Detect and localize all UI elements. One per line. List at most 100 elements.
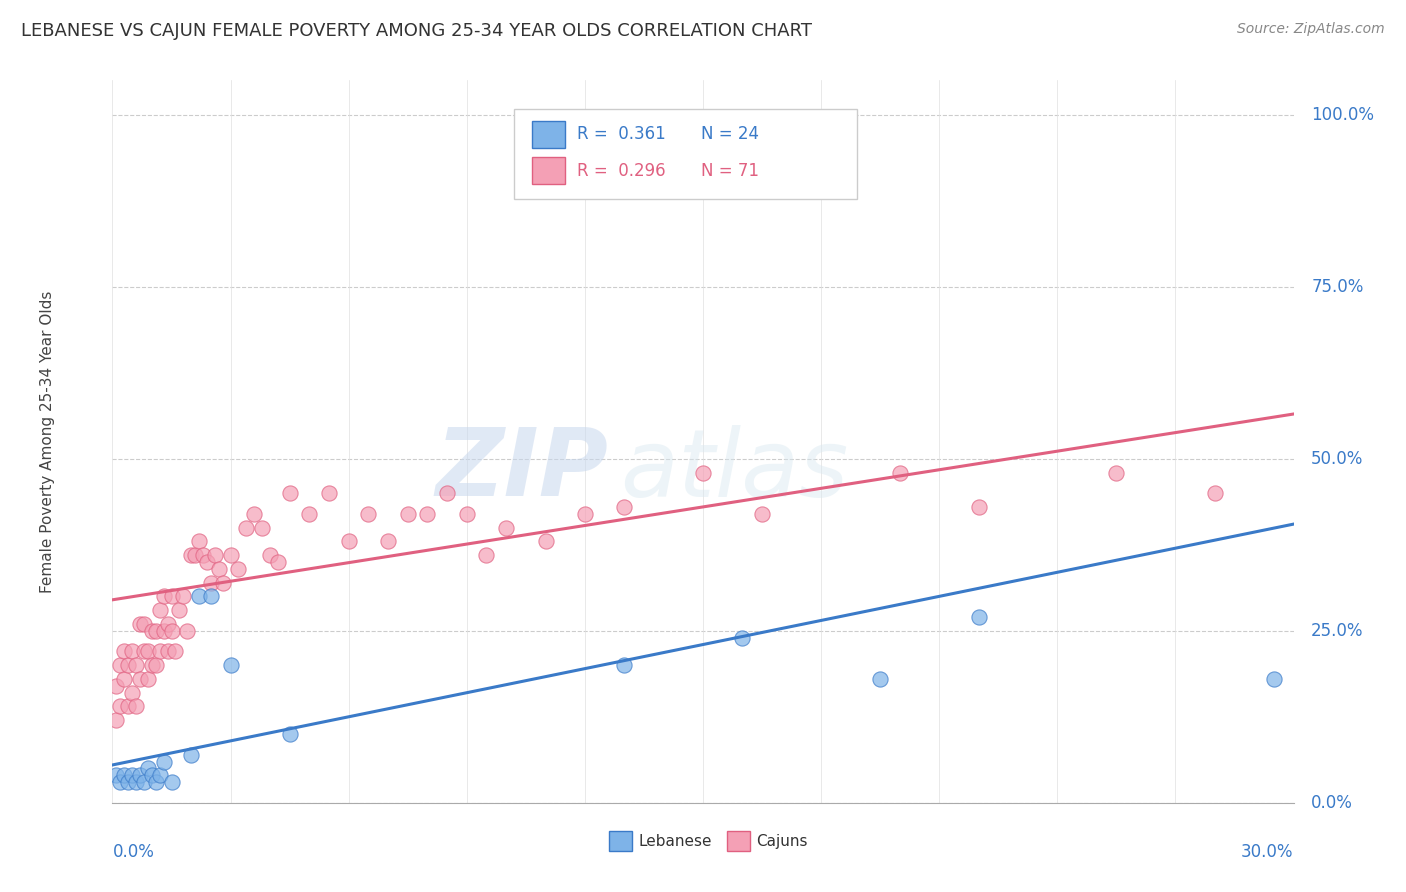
Point [117, 699, 139, 714]
Point [141, 768, 163, 782]
Point [613, 500, 636, 514]
Text: 25.0%: 25.0% [1312, 622, 1364, 640]
Point [149, 644, 172, 658]
Text: N = 71: N = 71 [700, 161, 759, 179]
Point [160, 590, 183, 604]
Point [136, 761, 159, 775]
Point [176, 624, 198, 638]
Point [396, 507, 419, 521]
FancyBboxPatch shape [609, 831, 633, 851]
Point [416, 507, 439, 521]
Point [200, 590, 222, 604]
Text: Cajuns: Cajuns [756, 834, 807, 848]
Text: 50.0%: 50.0% [1312, 450, 1364, 467]
Point [112, 768, 135, 782]
Point [125, 699, 148, 714]
Point [228, 562, 250, 576]
Point [613, 658, 636, 673]
Point [132, 775, 155, 789]
Point [165, 644, 187, 658]
Point [105, 768, 128, 782]
Text: R =  0.361: R = 0.361 [576, 126, 665, 144]
Point [195, 555, 218, 569]
Point [110, 699, 132, 714]
Point [121, 644, 143, 658]
Point [156, 616, 179, 631]
FancyBboxPatch shape [727, 831, 751, 851]
Point [145, 658, 167, 673]
Point [105, 713, 128, 727]
Point [259, 548, 281, 562]
Text: atlas: atlas [620, 425, 849, 516]
Point [136, 644, 159, 658]
Point [129, 672, 152, 686]
Point [105, 679, 128, 693]
Point [152, 755, 174, 769]
Point [731, 631, 754, 645]
Point [200, 575, 222, 590]
Point [267, 555, 290, 569]
Point [298, 507, 321, 521]
Point [475, 548, 498, 562]
Point [121, 768, 143, 782]
Text: N = 24: N = 24 [700, 126, 759, 144]
Point [132, 616, 155, 631]
Point [456, 507, 478, 521]
Point [534, 534, 557, 549]
Point [751, 507, 773, 521]
Point [250, 520, 273, 534]
Point [337, 534, 360, 549]
FancyBboxPatch shape [531, 157, 565, 185]
Point [204, 548, 226, 562]
Point [145, 624, 167, 638]
Text: R =  0.296: R = 0.296 [576, 161, 665, 179]
Text: 100.0%: 100.0% [1312, 105, 1374, 124]
Point [357, 507, 380, 521]
Point [172, 590, 194, 604]
Point [136, 672, 159, 686]
Point [208, 562, 231, 576]
Point [188, 590, 211, 604]
FancyBboxPatch shape [531, 120, 565, 148]
Point [121, 686, 143, 700]
Point [125, 775, 148, 789]
Point [188, 534, 211, 549]
Point [149, 603, 172, 617]
Point [110, 658, 132, 673]
Point [117, 658, 139, 673]
Point [278, 727, 301, 741]
Point [141, 658, 163, 673]
Point [149, 768, 172, 782]
Point [180, 548, 202, 562]
Text: 30.0%: 30.0% [1241, 843, 1294, 861]
Point [377, 534, 399, 549]
Text: ZIP: ZIP [436, 425, 609, 516]
Text: Lebanese: Lebanese [638, 834, 711, 848]
Point [495, 520, 517, 534]
Point [1105, 466, 1128, 480]
Point [112, 672, 135, 686]
Point [278, 486, 301, 500]
Point [243, 507, 266, 521]
Text: 75.0%: 75.0% [1312, 277, 1364, 296]
Point [219, 658, 242, 673]
Text: Source: ZipAtlas.com: Source: ZipAtlas.com [1237, 22, 1385, 37]
Point [129, 768, 152, 782]
Point [436, 486, 458, 500]
Point [1263, 672, 1285, 686]
Point [160, 624, 183, 638]
Point [191, 548, 214, 562]
Point [211, 575, 233, 590]
Point [132, 644, 155, 658]
Point [889, 466, 911, 480]
Point [184, 548, 207, 562]
Text: 0.0%: 0.0% [112, 843, 155, 861]
Point [1204, 486, 1226, 500]
Point [110, 775, 132, 789]
Point [169, 603, 191, 617]
FancyBboxPatch shape [515, 109, 856, 200]
Point [967, 610, 990, 624]
Point [117, 775, 139, 789]
Point [574, 507, 596, 521]
Point [692, 466, 714, 480]
